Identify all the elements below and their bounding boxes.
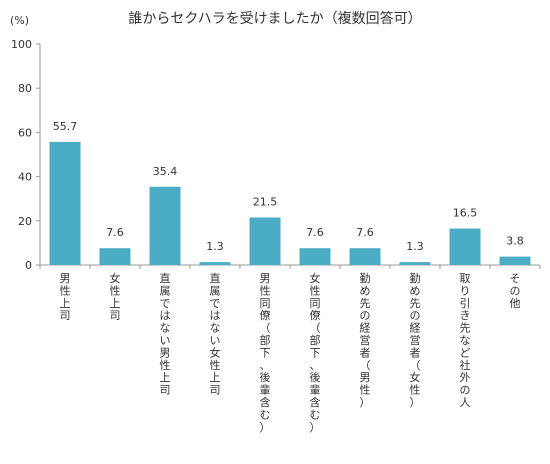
bar — [299, 248, 331, 265]
chart-title: 誰からセクハラを受けましたか（複数回答可） — [128, 11, 422, 27]
x-category-label: 女性同僚（部下、後輩含む） — [310, 271, 321, 434]
data-label: 16.5 — [453, 207, 478, 220]
data-label: 35.4 — [153, 165, 178, 178]
bar — [399, 262, 431, 265]
data-label: 55.7 — [53, 120, 78, 133]
x-category-label: 直属ではない男性上司 — [160, 271, 171, 397]
data-label: 7.6 — [306, 226, 324, 239]
bar — [99, 248, 131, 265]
y-tick-label: 80 — [18, 82, 32, 95]
bar — [49, 141, 81, 265]
x-category-label: その他 — [510, 272, 521, 310]
x-category-label: 取り引き先など社外の人 — [460, 272, 471, 409]
x-category-label: 男性上司 — [60, 272, 71, 322]
y-axis-unit: (%) — [10, 14, 30, 27]
y-tick-label: 20 — [18, 215, 32, 228]
bar — [449, 228, 481, 265]
bar — [349, 248, 381, 265]
bar — [149, 186, 181, 265]
x-category-label: 女性上司 — [110, 271, 121, 322]
data-label: 7.6 — [356, 226, 374, 239]
y-tick-label: 40 — [18, 171, 32, 184]
y-tick-label: 0 — [25, 259, 32, 272]
x-category-label: 勤め先の経営者（女性） — [410, 272, 421, 409]
data-label: 21.5 — [253, 195, 278, 208]
x-category-label: 男性同僚（部下、後輩含む） — [260, 272, 271, 434]
data-label: 1.3 — [206, 240, 224, 253]
y-tick-label: 100 — [11, 38, 32, 51]
x-category-label: 直属ではない女性上司 — [210, 271, 221, 397]
bar — [499, 256, 531, 265]
y-tick-label: 60 — [18, 126, 32, 139]
data-label: 3.8 — [506, 235, 524, 248]
bar — [249, 217, 281, 265]
data-label: 7.6 — [106, 226, 124, 239]
data-label: 1.3 — [406, 240, 424, 253]
x-category-label: 勤め先の経営者（男性） — [360, 272, 371, 409]
bar — [199, 262, 231, 265]
